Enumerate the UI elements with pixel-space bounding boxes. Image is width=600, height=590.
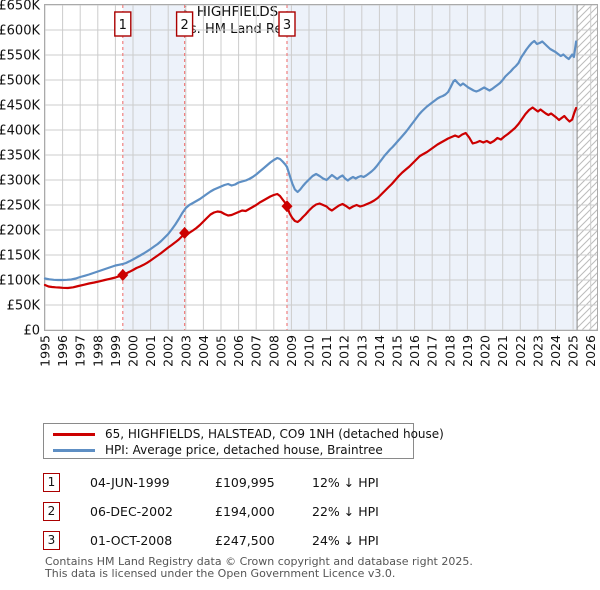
svg-text:2011: 2011 <box>319 335 334 367</box>
svg-text:2006: 2006 <box>231 335 246 367</box>
svg-text:2016: 2016 <box>407 335 422 367</box>
svg-text:£150K: £150K <box>0 249 40 264</box>
svg-text:£550K: £550K <box>0 49 40 64</box>
svg-text:2018: 2018 <box>442 335 457 367</box>
transaction-2-price: £194,000 <box>215 504 275 519</box>
transaction-2-hpi-diff: 22% ↓ HPI <box>312 504 379 519</box>
price-chart: 1 2 3 £0 £50K £100K £150K £200K £250K £300K £350… <box>0 0 599 367</box>
license-line-1: Contains HM Land Registry data © Crown c… <box>45 555 473 568</box>
svg-text:2020: 2020 <box>478 335 493 367</box>
legend-label-price: 65, HIGHFIELDS, HALSTEAD, CO9 1NH (detac… <box>105 427 444 441</box>
transaction-3-date: 01-OCT-2008 <box>90 533 173 548</box>
y-axis-labels: £0 £50K £100K £150K £200K £250K £300K £350K £400… <box>0 0 40 339</box>
svg-text:1995: 1995 <box>38 335 53 367</box>
svg-text:2026: 2026 <box>583 335 598 367</box>
svg-text:£400K: £400K <box>0 124 40 139</box>
hpi-line-swatch <box>53 448 95 452</box>
future-hatch-region <box>577 5 597 330</box>
hpi-line <box>43 39 578 282</box>
svg-text:2021: 2021 <box>495 335 510 367</box>
event-flag-2: 2 <box>175 11 194 37</box>
transaction-row-3: 3 01-OCT-2008 £247,500 24% ↓ HPI <box>43 531 583 552</box>
transaction-row-2: 2 06-DEC-2002 £194,000 22% ↓ HPI <box>43 502 583 523</box>
transaction-3-hpi-diff: 24% ↓ HPI <box>312 533 379 548</box>
svg-text:2002: 2002 <box>161 335 176 367</box>
svg-text:2000: 2000 <box>126 335 141 367</box>
svg-text:3: 3 <box>283 18 291 33</box>
legend-item-price: 65, HIGHFIELDS, HALSTEAD, CO9 1NH (detac… <box>44 426 444 442</box>
ownership-bands <box>122 5 578 330</box>
svg-text:£350K: £350K <box>0 149 40 164</box>
svg-text:£500K: £500K <box>0 74 40 89</box>
svg-text:2017: 2017 <box>425 335 440 367</box>
legend-label-hpi: HPI: Average price, detached house, Brai… <box>105 443 383 457</box>
svg-text:2001: 2001 <box>143 335 158 367</box>
svg-text:£100K: £100K <box>0 274 40 289</box>
svg-text:2009: 2009 <box>284 335 299 367</box>
svg-text:£650K: £650K <box>0 0 40 14</box>
price-line-swatch <box>53 432 95 436</box>
svg-text:1996: 1996 <box>55 335 70 367</box>
svg-text:1999: 1999 <box>108 335 123 367</box>
svg-text:2024: 2024 <box>548 335 563 367</box>
svg-text:2013: 2013 <box>354 335 369 367</box>
event-flag-3: 3 <box>278 11 296 37</box>
transaction-row-1: 1 04-JUN-1999 £109,995 12% ↓ HPI <box>43 473 583 494</box>
transaction-2-marker: 2 <box>43 502 60 521</box>
transaction-1-price: £109,995 <box>215 475 275 490</box>
license-footer: Contains HM Land Registry data © Crown c… <box>45 556 473 579</box>
sale-marker-2 <box>179 227 191 239</box>
svg-text:2015: 2015 <box>390 335 405 367</box>
sale-marker-3 <box>281 200 293 213</box>
svg-text:2023: 2023 <box>530 335 545 367</box>
svg-text:£50K: £50K <box>7 299 41 314</box>
transaction-3-price: £247,500 <box>215 533 275 548</box>
transaction-3-marker: 3 <box>43 531 60 550</box>
svg-text:2012: 2012 <box>337 335 352 367</box>
svg-text:2004: 2004 <box>196 335 211 367</box>
transaction-1-date: 04-JUN-1999 <box>90 475 170 490</box>
price-paid-line <box>43 106 578 290</box>
svg-text:2007: 2007 <box>249 335 264 367</box>
svg-text:£0: £0 <box>23 324 40 339</box>
svg-text:1998: 1998 <box>90 335 105 367</box>
transaction-1-marker: 1 <box>43 473 60 492</box>
svg-text:2: 2 <box>180 18 188 33</box>
sale-marker-1 <box>117 269 129 281</box>
svg-text:2025: 2025 <box>566 335 581 367</box>
svg-text:1997: 1997 <box>73 335 88 367</box>
svg-text:£200K: £200K <box>0 224 40 239</box>
svg-text:1: 1 <box>119 18 127 33</box>
svg-text:2005: 2005 <box>214 335 229 367</box>
svg-text:2008: 2008 <box>266 335 281 367</box>
svg-text:2003: 2003 <box>178 335 193 367</box>
event-flag-1: 1 <box>114 11 132 37</box>
license-line-2: This data is licensed under the Open Gov… <box>45 566 396 580</box>
svg-text:£600K: £600K <box>0 24 40 39</box>
plot-border <box>44 4 598 331</box>
legend-item-hpi: HPI: Average price, detached house, Brai… <box>44 442 413 458</box>
chart-legend: 65, HIGHFIELDS, HALSTEAD, CO9 1NH (detac… <box>43 423 444 459</box>
svg-text:2022: 2022 <box>513 335 528 367</box>
transaction-1-hpi-diff: 12% ↓ HPI <box>312 475 379 490</box>
svg-text:2010: 2010 <box>302 335 317 367</box>
transaction-2-date: 06-DEC-2002 <box>90 504 173 519</box>
svg-text:£450K: £450K <box>0 99 40 114</box>
svg-text:2019: 2019 <box>460 335 475 367</box>
svg-text:£250K: £250K <box>0 199 40 214</box>
x-axis-labels: 1995 1996 1997 1998 1999 2000 2001 2002 2003 2004… <box>38 335 599 367</box>
svg-text:£300K: £300K <box>0 174 40 189</box>
svg-text:2014: 2014 <box>372 335 387 367</box>
